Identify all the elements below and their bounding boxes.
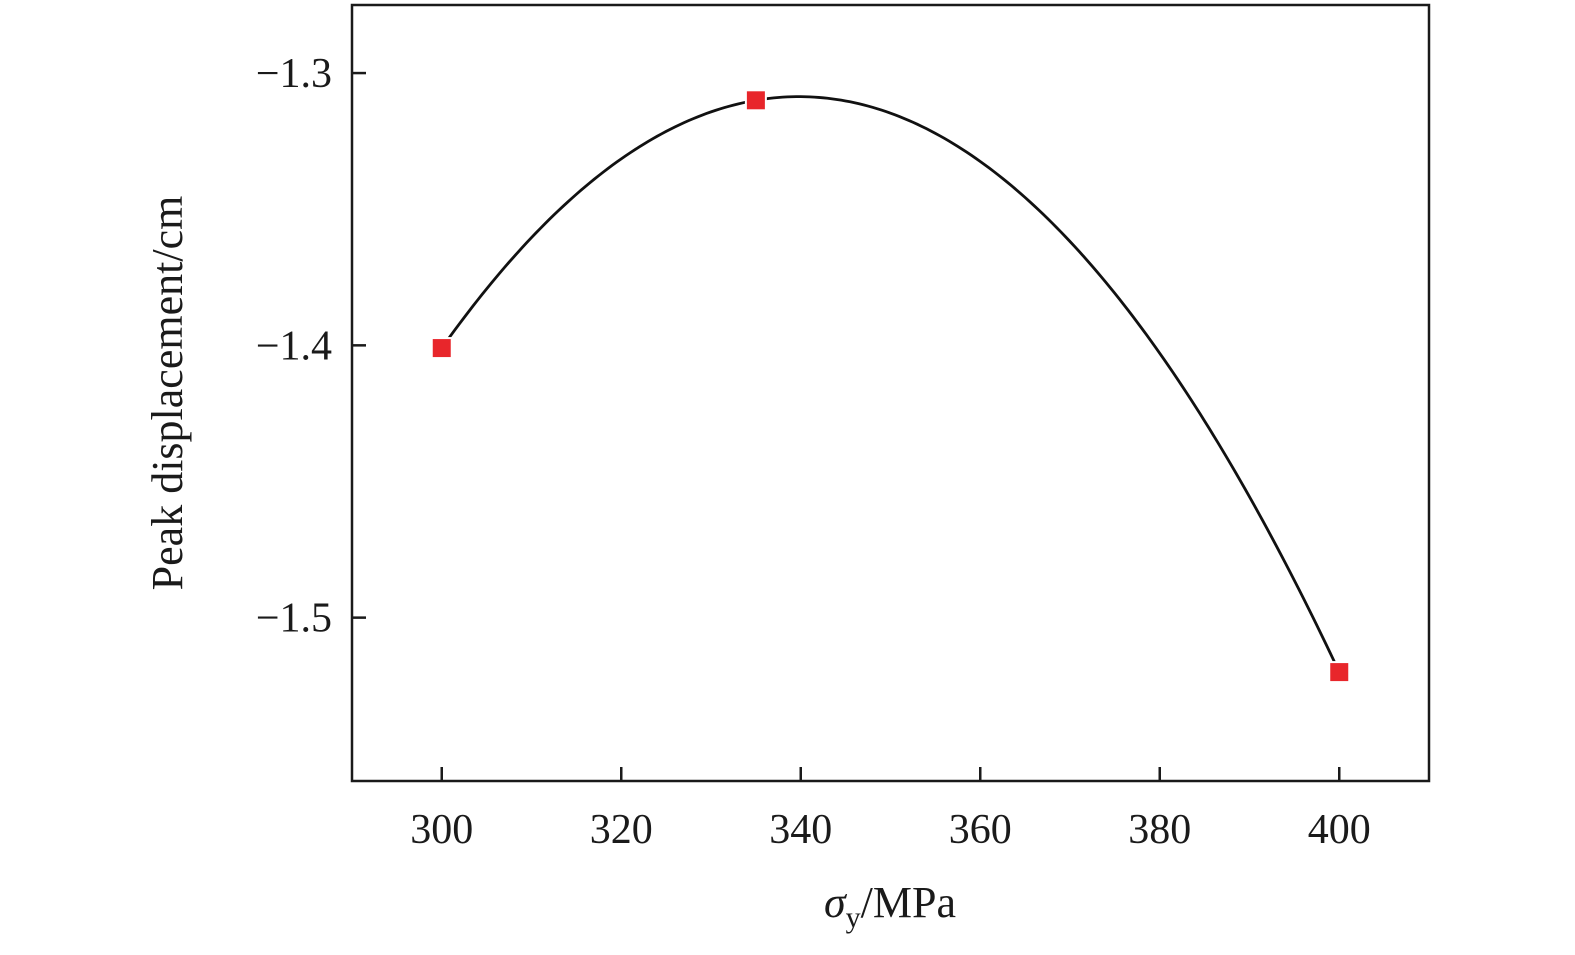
- x-axis-title-subscript: y: [846, 901, 861, 934]
- x-axis-title-symbol: σ: [824, 878, 848, 927]
- x-tick-label-340: 340: [769, 807, 832, 853]
- y-tick-label-1: −1.4: [256, 323, 332, 369]
- x-axis-title: σy/MPa: [824, 878, 956, 934]
- y-tick-label-2: −1.5: [256, 596, 332, 642]
- x-axis-title-unit: /MPa: [861, 878, 956, 927]
- fit-curve-line: [440, 95, 1341, 673]
- x-tick-label-360: 360: [949, 807, 1012, 853]
- data-markers: [430, 89, 1351, 684]
- data-point-300: [430, 337, 453, 360]
- x-tick-label-380: 380: [1128, 807, 1191, 853]
- x-tick-label-320: 320: [590, 807, 653, 853]
- x-axis-ticks: 300 320 340 360 380 400: [410, 767, 1371, 853]
- y-axis-title: Peak displacement/cm: [143, 196, 192, 591]
- y-tick-label-0: −1.3: [256, 51, 332, 97]
- x-tick-label-400: 400: [1308, 807, 1371, 853]
- plot-frame: [350, 3, 1431, 783]
- x-tick-label-300: 300: [410, 807, 473, 853]
- data-point-400: [1328, 661, 1351, 684]
- data-point-335: [744, 89, 767, 112]
- y-axis-ticks: −1.3 −1.4 −1.5: [256, 51, 366, 642]
